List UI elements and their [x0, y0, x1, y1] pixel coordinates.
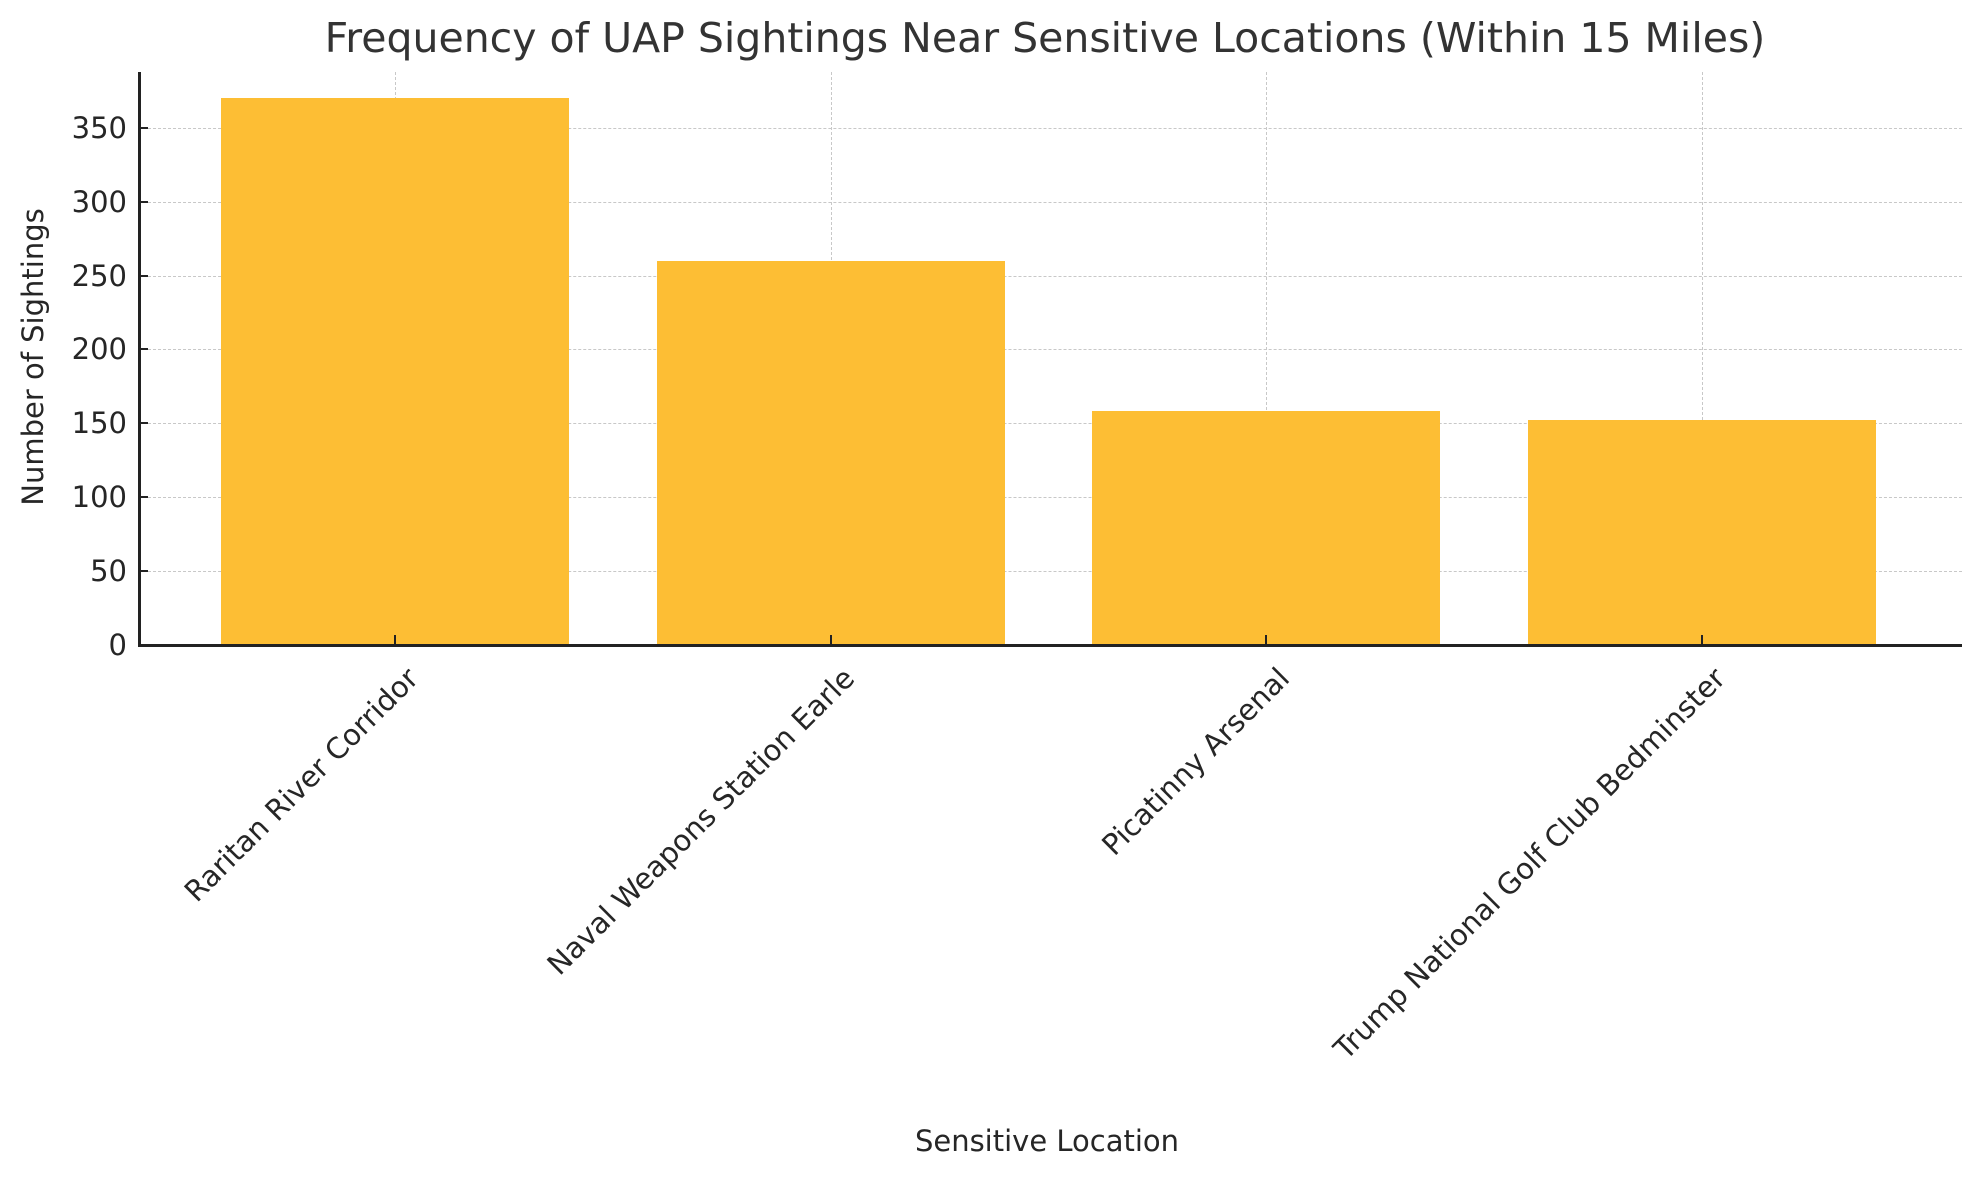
- x-tick-mark: [1701, 635, 1703, 645]
- bar-raritan-river-corridor: [221, 98, 569, 645]
- h-gridline: [138, 423, 1962, 425]
- y-axis-line: [138, 72, 141, 647]
- y-tick-label: 150: [71, 406, 127, 441]
- h-gridline: [138, 571, 1962, 573]
- y-tick-label: 100: [71, 480, 127, 515]
- y-tick-mark: [138, 422, 148, 425]
- y-tick-mark: [138, 126, 148, 129]
- h-gridline: [138, 201, 1962, 203]
- chart-title: Frequency of UAP Sightings Near Sensitiv…: [324, 14, 1766, 62]
- y-tick-label: 250: [71, 258, 127, 293]
- x-tick-label: Trump National Golf Club Bedminster: [1327, 661, 1733, 1067]
- y-axis-label: Number of Sightings: [16, 208, 50, 506]
- v-gridline: [1702, 72, 1703, 645]
- bar-trump-national-golf-club-bedminster: [1528, 420, 1876, 645]
- h-gridline: [138, 497, 1962, 499]
- x-tick-label: Naval Weapons Station Earle: [540, 661, 861, 982]
- y-tick-mark: [138, 644, 148, 646]
- y-tick-mark: [138, 496, 148, 499]
- x-axis-line: [138, 644, 1962, 647]
- h-gridline: [138, 127, 1962, 129]
- y-tick-label: 0: [108, 628, 127, 662]
- x-tick-mark: [394, 635, 396, 645]
- x-tick-mark: [829, 635, 832, 645]
- h-gridline: [138, 349, 1962, 351]
- y-tick-mark: [138, 200, 148, 203]
- y-tick-label: 350: [71, 110, 127, 145]
- x-tick-mark: [1265, 635, 1268, 645]
- x-tick-label: Raritan River Corridor: [177, 661, 426, 909]
- y-tick-mark: [138, 348, 148, 351]
- y-tick-label: 200: [71, 332, 127, 367]
- x-axis-label: Sensitive Location: [914, 1124, 1180, 1158]
- h-gridline: [138, 275, 1962, 277]
- y-tick-mark: [138, 570, 148, 573]
- v-gridline: [1266, 72, 1268, 645]
- y-tick-label: 300: [71, 184, 127, 219]
- plot-area: [138, 72, 1962, 647]
- y-tick-label: 50: [90, 554, 127, 589]
- bar-picatinny-arsenal: [1092, 411, 1441, 645]
- bar-naval-weapons-station-earle: [656, 260, 1005, 645]
- x-tick-label: Picatinny Arsenal: [1095, 661, 1297, 862]
- y-tick-mark: [138, 274, 148, 277]
